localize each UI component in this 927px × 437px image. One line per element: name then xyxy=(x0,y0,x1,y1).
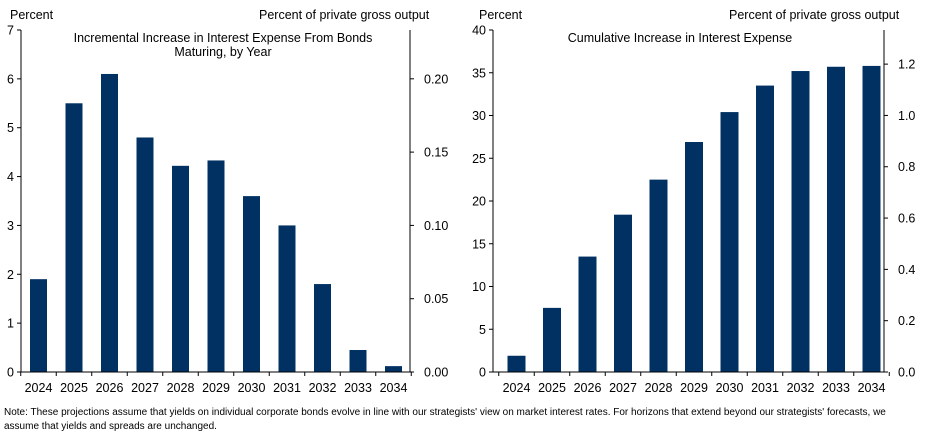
y-tick-label-right: 1.0 xyxy=(898,109,915,123)
bar-2034 xyxy=(385,366,402,372)
y-tick-label-right: 0.20 xyxy=(424,72,448,86)
chart-title-line: Maturing, by Year xyxy=(174,45,271,59)
x-tick-label: 2030 xyxy=(238,381,266,395)
x-tick-label: 2024 xyxy=(503,381,531,395)
x-tick-label: 2029 xyxy=(202,381,230,395)
y-tick-label-left: 4 xyxy=(7,170,14,184)
x-tick-label: 2030 xyxy=(716,381,744,395)
bar-2026 xyxy=(578,256,597,372)
y-tick-label-left: 0 xyxy=(479,366,486,380)
y-tick-label-left: 7 xyxy=(7,24,14,38)
x-tick-label: 2034 xyxy=(380,381,408,395)
y-axis-label-right: Percent of private gross output xyxy=(259,8,430,22)
x-tick-label: 2031 xyxy=(751,381,779,395)
y-tick-label-left: 35 xyxy=(472,66,486,80)
bar-2032 xyxy=(314,284,331,372)
bar-2025 xyxy=(65,103,83,373)
x-tick-label: 2032 xyxy=(309,381,337,395)
x-tick-label: 2029 xyxy=(680,381,708,395)
bar-2031 xyxy=(756,85,774,372)
y-tick-label-right: 0.8 xyxy=(898,160,915,174)
bar-2026 xyxy=(101,73,118,372)
bar-2033 xyxy=(827,66,845,372)
y-tick-label-left: 25 xyxy=(472,152,486,166)
bar-2030 xyxy=(243,196,260,372)
bar-2027 xyxy=(136,137,154,372)
bar-2028 xyxy=(649,179,668,372)
bar-2027 xyxy=(614,214,632,372)
bar-2024 xyxy=(30,279,47,372)
chart-title-line: Cumulative Increase in Interest Expense xyxy=(568,31,792,45)
x-tick-label: 2033 xyxy=(344,381,372,395)
x-tick-label: 2027 xyxy=(609,381,637,395)
y-tick-label-left: 5 xyxy=(7,121,14,135)
y-axis-label-left: Percent xyxy=(479,8,523,22)
y-tick-label-left: 0 xyxy=(7,366,14,380)
bar-2024 xyxy=(507,355,526,372)
bar-2033 xyxy=(349,350,367,372)
bar-2031 xyxy=(278,225,296,372)
y-tick-label-left: 2 xyxy=(7,268,14,282)
y-tick-label-left: 6 xyxy=(7,72,14,86)
bar-2028 xyxy=(172,165,189,372)
x-tick-label: 2027 xyxy=(131,381,159,395)
x-tick-label: 2031 xyxy=(273,381,301,395)
footnote: Note: These projections assume that yiel… xyxy=(4,407,886,432)
x-tick-label: 2032 xyxy=(787,381,815,395)
bar-2034 xyxy=(862,65,881,372)
y-tick-label-left: 15 xyxy=(472,237,486,251)
y-tick-label-left: 10 xyxy=(472,280,486,294)
bar-2030 xyxy=(720,112,739,372)
y-tick-label-right: 0.2 xyxy=(898,314,915,328)
x-tick-label: 2026 xyxy=(96,381,124,395)
y-tick-label-right: 0.0 xyxy=(898,366,915,380)
x-tick-label: 2025 xyxy=(60,381,88,395)
y-tick-label-left: 1 xyxy=(7,317,14,331)
y-tick-label-left: 40 xyxy=(472,24,486,38)
y-tick-label-right: 0.00 xyxy=(424,366,448,380)
x-tick-label: 2024 xyxy=(25,381,53,395)
y-tick-label-left: 30 xyxy=(472,109,486,123)
y-tick-label-left: 3 xyxy=(7,219,14,233)
y-tick-label-right: 0.15 xyxy=(424,146,448,160)
x-tick-label: 2033 xyxy=(822,381,850,395)
x-tick-label: 2034 xyxy=(858,381,886,395)
y-axis-label-right: Percent of private gross output xyxy=(729,8,900,22)
x-tick-label: 2028 xyxy=(167,381,195,395)
y-tick-label-right: 1.2 xyxy=(898,58,915,72)
y-tick-label-right: 0.10 xyxy=(424,219,448,233)
y-tick-label-right: 0.6 xyxy=(898,212,915,226)
bar-2029 xyxy=(207,160,225,372)
chart-title-line: Incremental Increase in Interest Expense… xyxy=(74,31,373,45)
y-tick-label-left: 5 xyxy=(479,323,486,337)
x-tick-label: 2025 xyxy=(538,381,566,395)
y-tick-label-right: 0.4 xyxy=(898,263,915,277)
bar-2032 xyxy=(791,71,810,372)
bar-2029 xyxy=(685,142,703,372)
y-tick-label-right: 0.05 xyxy=(424,292,448,306)
x-tick-label: 2028 xyxy=(645,381,673,395)
y-axis-label-left: Percent xyxy=(10,8,54,22)
bar-2025 xyxy=(543,307,561,372)
y-tick-label-left: 20 xyxy=(472,195,486,209)
x-tick-label: 2026 xyxy=(574,381,602,395)
